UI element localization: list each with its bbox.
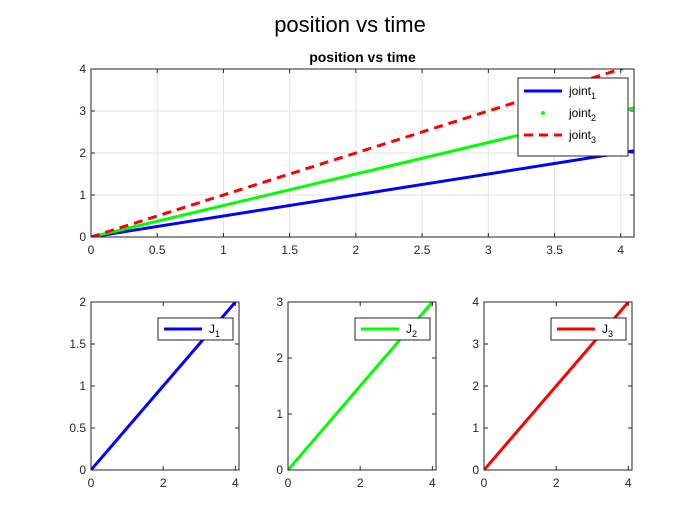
legend: joint1 joint2 joint3 [517,77,629,157]
axes-bottom-right: 0 2 4 0 1 2 3 4 J3 [472,295,633,490]
legend: J1 [157,317,234,341]
x-tick-label: 0.5 [149,243,166,257]
x-tick-label: 4 [625,476,632,490]
figure-title: position vs time [274,12,426,37]
y-tick-label: 2 [79,146,86,160]
x-tick-label: 1.5 [281,243,298,257]
y-tick-label: 4 [472,295,479,309]
x-tick-label: 0 [88,476,95,490]
series-line-joint3 [91,69,626,237]
x-tick-label: 2 [553,476,560,490]
x-tick-label: 2.5 [414,243,431,257]
y-tick-label: 4 [79,62,86,76]
axes-bottom-left: 0 2 4 0 0.5 1 1.5 2 J1 [69,295,240,490]
y-tick-label: 3 [79,104,86,118]
axes-top: 0 0.5 1 1.5 2 2.5 3 3.5 4 0 1 2 3 4 position vs time jo… [79,49,635,257]
axes-box [287,301,437,471]
y-tick-label: 0 [79,230,86,244]
y-tick-label: 3 [472,337,479,351]
legend-marker-joint2 [541,111,545,115]
legend-label-j3: J3 [602,322,613,339]
x-tick-label: 3 [485,243,492,257]
y-tick-label: 1 [79,379,86,393]
legend-label-j2: J2 [406,322,417,339]
y-tick-label: 0 [472,463,479,477]
x-tick-label: 0 [88,243,95,257]
legend: J3 [550,317,627,341]
legend-label-joint2: joint2 [568,106,596,123]
x-tick-label: 0 [481,476,488,490]
legend: J2 [354,317,431,341]
axes-title: position vs time [309,49,416,65]
x-tick-label: 4 [617,243,624,257]
x-tick-label: 1 [220,243,227,257]
y-tick-label: 2 [472,379,479,393]
x-tick-label: 2 [357,476,364,490]
y-tick-label: 1 [79,188,86,202]
y-tick-label: 1 [472,421,479,435]
x-tick-label: 2 [160,476,167,490]
legend-label-j1: J1 [209,322,220,339]
x-tick-label: 2 [353,243,360,257]
x-tick-label: 4 [429,476,436,490]
x-tick-label: 3.5 [546,243,563,257]
y-tick-label: 1.5 [69,337,86,351]
y-tick-label: 0 [79,463,86,477]
series-line-joint1 [91,149,634,237]
y-tick-label: 0.5 [69,421,86,435]
y-tick-label: 3 [276,295,283,309]
x-tick-label: 4 [232,476,239,490]
y-tick-label: 0 [276,463,283,477]
legend-label-joint1: joint1 [568,84,596,101]
axes-bottom-middle: 0 2 4 0 1 2 3 J2 [276,295,437,490]
x-tick-label: 0 [285,476,292,490]
legend-label-joint3: joint3 [568,128,596,145]
y-tick-label: 2 [276,351,283,365]
y-tick-label: 2 [79,295,86,309]
y-tick-label: 1 [276,407,283,421]
